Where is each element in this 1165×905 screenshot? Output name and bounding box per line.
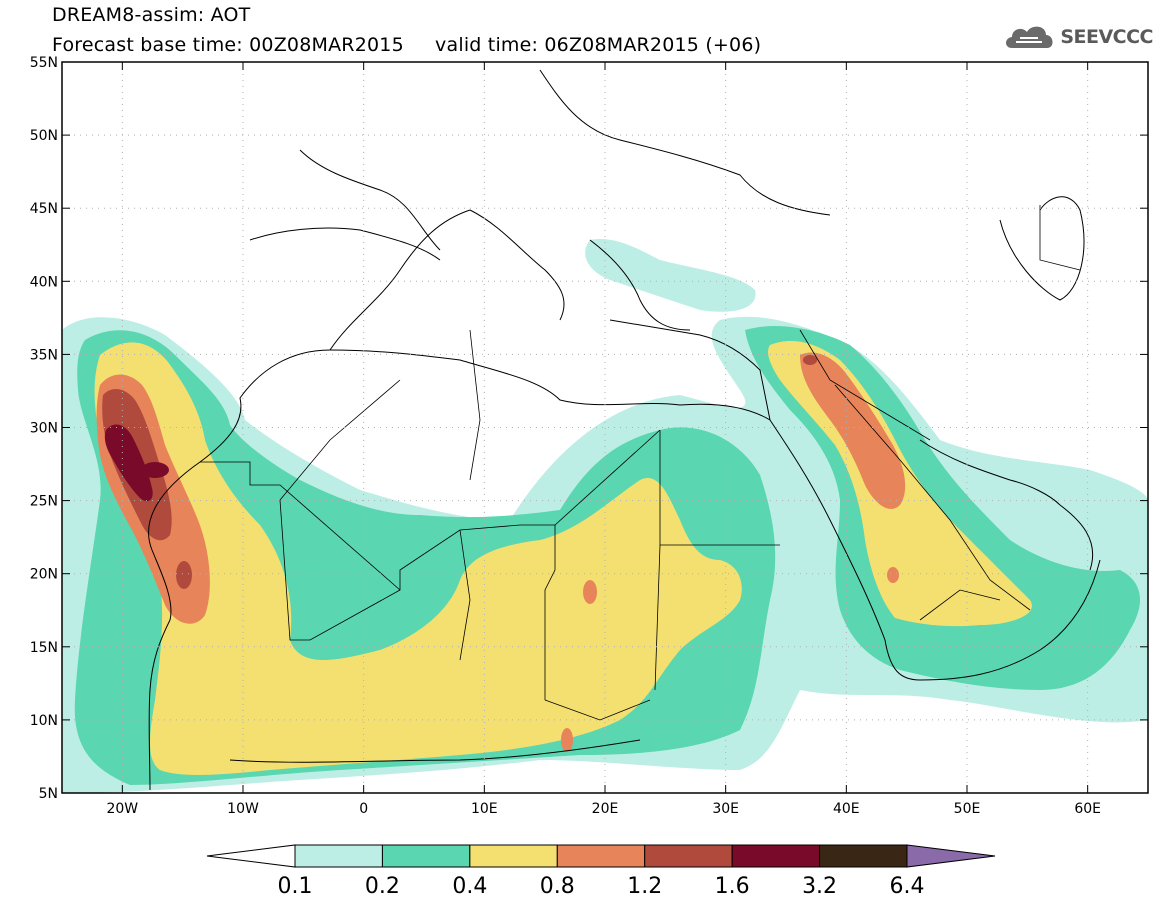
lat-tick-label: 45N <box>30 201 58 217</box>
lon-tick-label: 10E <box>471 801 498 817</box>
cloud-icon <box>1006 26 1053 48</box>
colorbar-label: 6.4 <box>890 874 925 899</box>
lat-tick-label: 25N <box>30 494 58 510</box>
colorbar-box <box>469 844 558 868</box>
aot-field <box>62 239 1148 793</box>
colorbar: 0.1 0.2 0.4 0.8 1.2 1.6 3.2 6.4 <box>206 844 996 899</box>
lon-tick-label: 10W <box>227 801 259 817</box>
colorbar-box <box>644 844 733 868</box>
lat-tick-label: 15N <box>30 640 58 656</box>
colorbar-label: 1.2 <box>627 874 662 899</box>
lon-tick-label: 0 <box>359 801 368 817</box>
lat-tick-label: 30N <box>30 421 58 437</box>
logo-text: SEEVCCC <box>1060 26 1153 48</box>
colorbar-label: 0.8 <box>540 874 575 899</box>
country-borders <box>200 205 1081 721</box>
colorbar-box <box>731 844 821 868</box>
colorbar-label: 3.2 <box>802 874 837 899</box>
lon-tick-label: 60E <box>1074 801 1101 817</box>
lat-tick-label: 10N <box>30 713 58 729</box>
colorbar-max-triangle <box>906 844 996 868</box>
axis-ticks <box>62 61 1148 794</box>
colorbar-box <box>556 844 646 868</box>
lat-tick-label: 55N <box>30 55 58 71</box>
lon-tick-label: 50E <box>954 801 981 817</box>
lat-tick-label: 35N <box>30 347 58 363</box>
lon-tick-label: 20W <box>106 801 138 817</box>
aot-level-1.6 <box>104 424 169 502</box>
lon-tick-label: 30E <box>712 801 739 817</box>
colorbar-box <box>381 844 471 868</box>
seevccc-logo: SEEVCCC <box>1002 22 1153 52</box>
colorbar-box <box>819 844 908 868</box>
colorbar-label: 0.2 <box>365 874 400 899</box>
lon-tick-label: 40E <box>833 801 860 817</box>
axis-labels: 20W 10W 0 10E 20E 30E 40E 50E 60E 5N 10N 15N 20N 25N 3… <box>30 55 1101 817</box>
gridlines <box>62 62 1148 793</box>
forecast-times: Forecast base time: 00Z08MAR2015 valid t… <box>52 34 762 56</box>
colorbar-box <box>294 844 383 868</box>
lat-tick-label: 50N <box>30 128 58 144</box>
colorbar-label: 0.4 <box>452 874 487 899</box>
lat-tick-label: 20N <box>30 567 58 583</box>
colorbar-label: 1.6 <box>715 874 750 899</box>
map-title: DREAM8-assim: AOT <box>52 4 251 26</box>
colorbar-label: 0.1 <box>278 874 313 899</box>
lat-tick-label: 5N <box>39 786 58 802</box>
lat-tick-label: 40N <box>30 274 58 290</box>
colorbar-min-triangle <box>206 844 296 868</box>
lon-tick-label: 20E <box>592 801 619 817</box>
coastlines <box>148 69 1101 791</box>
